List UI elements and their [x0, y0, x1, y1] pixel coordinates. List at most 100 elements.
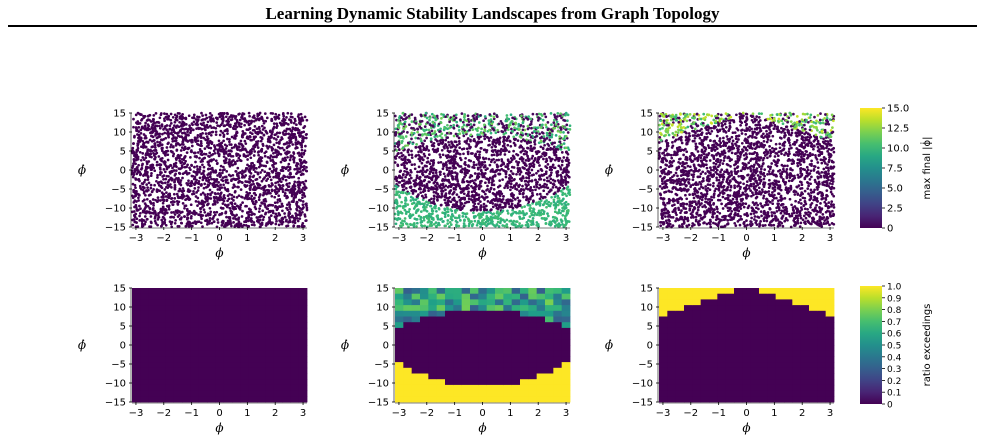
scatter-point [546, 121, 550, 124]
scatter-point [209, 116, 213, 120]
scatter-point [237, 176, 241, 180]
scatter-point [302, 160, 305, 164]
scatter-point [444, 184, 448, 188]
scatter-point [394, 134, 397, 137]
scatter-point [404, 117, 407, 121]
scatter-point [473, 190, 477, 193]
scatter-point [187, 210, 191, 214]
scatter-point [133, 214, 136, 218]
scatter-point [161, 206, 165, 210]
scatter-point [260, 221, 264, 225]
scatter-point [255, 177, 259, 181]
scatter-point [407, 210, 411, 214]
scatter-point [137, 126, 141, 129]
scatter-point [153, 183, 156, 187]
scatter-point [455, 193, 459, 196]
scatter-point [150, 172, 153, 175]
scatter-point [281, 209, 284, 213]
scatter-point [443, 212, 447, 216]
scatter-point [263, 197, 267, 201]
scatter-point [439, 203, 443, 207]
scatter-point [426, 186, 429, 190]
scatter-point [177, 213, 181, 217]
scatter-point [249, 217, 253, 220]
scatter-point [263, 202, 266, 206]
scatter-point [397, 181, 401, 184]
scatter-point [528, 171, 532, 175]
scatter-point [567, 220, 571, 223]
scatter-point [466, 123, 469, 127]
scatter-point [272, 168, 276, 172]
scatter-point [265, 192, 268, 196]
scatter-point [153, 219, 157, 223]
scatter-point [250, 223, 254, 227]
scatter-point [228, 115, 231, 119]
scatter-point [167, 132, 171, 135]
x-tick-label: 1 [244, 233, 250, 244]
scatter-point [199, 193, 203, 196]
scatter-point [145, 183, 149, 186]
scatter-point [158, 166, 162, 169]
scatter-point [492, 183, 496, 187]
scatter-point [276, 131, 279, 135]
scatter-point [214, 192, 217, 196]
scatter-point [284, 129, 288, 133]
scatter-point [288, 191, 292, 194]
scatter-point [144, 193, 147, 197]
scatter-point [295, 200, 299, 204]
scatter-point [462, 222, 466, 225]
scatter-point [132, 162, 135, 165]
scatter-point [483, 137, 487, 141]
scatter-point [139, 131, 143, 135]
scatter-point [537, 150, 541, 154]
scatter-point [464, 163, 467, 167]
scatter-point [551, 186, 555, 189]
scatter-point [196, 167, 199, 171]
scatter-point [559, 148, 563, 151]
scatter-point [249, 138, 253, 142]
scatter-point [483, 172, 487, 175]
scatter-point [469, 198, 473, 201]
scatter-point [557, 187, 561, 191]
scatter-point [245, 128, 249, 131]
scatter-point [137, 130, 141, 133]
scatter-point [168, 192, 171, 196]
scatter-point [172, 192, 176, 196]
scatter-point [275, 208, 279, 212]
scatter-point [274, 222, 278, 226]
scatter-point [195, 139, 199, 143]
scatter-point [157, 144, 161, 148]
scatter-point [416, 130, 419, 134]
scatter-point [224, 211, 228, 215]
scatter-point [416, 127, 420, 131]
scatter-point [567, 158, 570, 162]
scatter-point [454, 205, 458, 208]
scatter-point [273, 201, 277, 205]
scatter-point [184, 198, 187, 202]
scatter-point [238, 112, 241, 116]
scatter-point [435, 150, 438, 154]
scatter-point [521, 166, 525, 169]
scatter-point [180, 146, 184, 149]
scatter-point [145, 197, 149, 201]
scatter-point [400, 154, 404, 158]
scatter-point [232, 199, 235, 202]
scatter-point [288, 219, 292, 223]
scatter-point [157, 155, 161, 158]
scatter-point [213, 151, 217, 155]
scatter-point [270, 145, 274, 149]
scatter-point [208, 188, 212, 192]
scatter-point [470, 195, 473, 198]
scatter-point [165, 199, 169, 203]
scatter-point [423, 178, 427, 182]
scatter-point [259, 139, 263, 143]
scatter-point [464, 156, 467, 160]
scatter-point [455, 216, 459, 220]
scatter-point [555, 217, 559, 220]
scatter-point [473, 199, 477, 203]
scatter-point [181, 137, 185, 141]
scatter-point [187, 179, 190, 183]
scatter-point [481, 156, 485, 160]
scatter-point [196, 220, 200, 224]
